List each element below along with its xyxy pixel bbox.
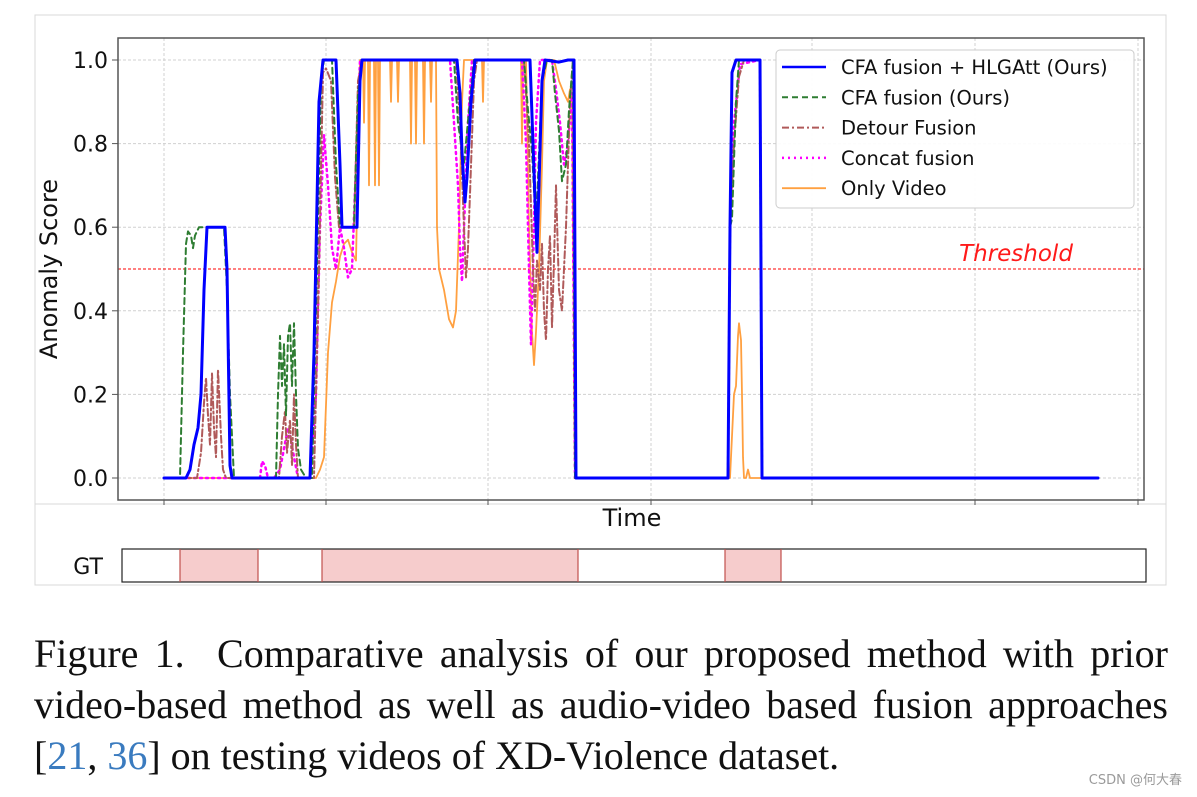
y-tick-label: 0.8 (73, 133, 108, 158)
gt-label: GT (73, 555, 103, 580)
figure-caption: Figure 1. Comparative analysis of our pr… (34, 628, 1168, 781)
x-axis-label: Time (602, 504, 662, 532)
citation-link-1[interactable]: 21 (47, 733, 88, 778)
series-line-0 (162, 58, 1100, 480)
citation-link-2[interactable]: 36 (107, 733, 148, 778)
plot-frame (117, 37, 1145, 501)
caption-text-end: ] on testing videos of XD-Violence datas… (147, 733, 840, 778)
figure-frame (34, 14, 1167, 586)
caption-text: Comparative analysis of our proposed met… (34, 631, 1168, 778)
series-lines (162, 58, 1100, 480)
gt-anomaly-segment (724, 548, 782, 583)
legend-label-2: Detour Fusion (841, 117, 977, 140)
y-tick-label: 0.4 (73, 300, 108, 325)
legend-label-0: CFA fusion + HLGAtt (Ours) (841, 56, 1108, 79)
gt-anomaly-segment (179, 548, 259, 583)
legend: CFA fusion + HLGAtt (Ours) CFA fusion (Ou… (775, 49, 1135, 209)
anomaly-score-chart: 0.0 0.2 0.4 0.6 0.8 1.0 Anomaly Score Time Th… (34, 14, 1167, 586)
x-axis-ticks (163, 500, 1139, 505)
y-axis-ticks: 0.0 0.2 0.4 0.6 0.8 1.0 (73, 49, 118, 492)
y-tick-label: 0.0 (73, 467, 108, 492)
legend-label-3: Concat fusion (841, 147, 975, 170)
y-tick-label: 0.6 (73, 216, 108, 241)
legend-label-4: Only Video (841, 177, 947, 200)
caption-separator: , (87, 733, 108, 778)
threshold-label: Threshold (959, 241, 1073, 267)
y-axis-label: Anomaly Score (35, 179, 63, 359)
caption-label: Figure 1. (34, 631, 185, 676)
ground-truth-bar: GT (73, 548, 1147, 583)
gt-anomaly-segment (321, 548, 579, 583)
y-tick-label: 1.0 (73, 49, 108, 74)
figure: 0.0 0.2 0.4 0.6 0.8 1.0 Anomaly Score Time Th… (34, 14, 1167, 586)
y-tick-label: 0.2 (73, 383, 108, 408)
legend-label-1: CFA fusion (Ours) (841, 86, 1010, 109)
watermark: CSDN @何大春 (1088, 773, 1182, 788)
